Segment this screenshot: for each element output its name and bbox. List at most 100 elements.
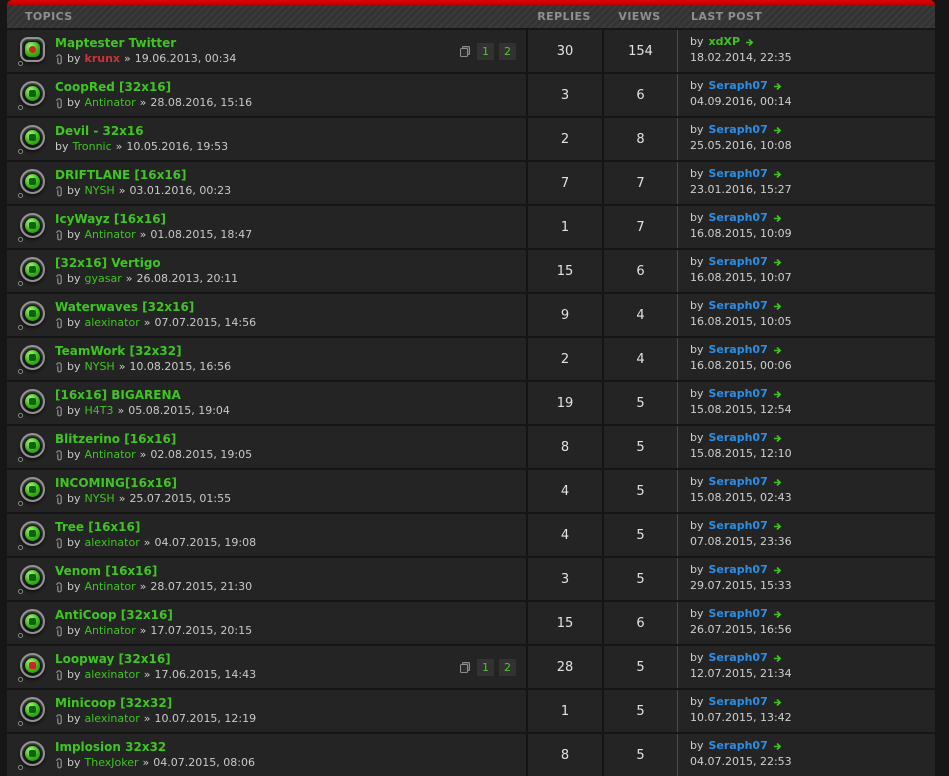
goto-last-post-icon[interactable] <box>773 258 783 267</box>
views-count: 7 <box>602 206 677 248</box>
goto-last-post-icon[interactable] <box>773 302 783 311</box>
topic-title-link[interactable]: AntiCoop [32x16] <box>55 608 173 622</box>
green-orb-icon <box>20 37 45 62</box>
goto-last-post-icon[interactable] <box>773 566 783 575</box>
goto-last-post-icon[interactable] <box>745 38 755 47</box>
topic-author-link[interactable]: alexinator <box>84 536 140 549</box>
topic-author-link[interactable]: alexinator <box>84 316 140 329</box>
topic-author-link[interactable]: alexinator <box>84 712 140 725</box>
goto-last-post-icon[interactable] <box>773 698 783 707</box>
goto-last-post-icon[interactable] <box>773 610 783 619</box>
topic-title-link[interactable]: Tree [16x16] <box>55 520 141 534</box>
topic-status-icon <box>17 255 55 287</box>
last-post-author-link[interactable]: Seraph07 <box>708 607 768 620</box>
last-post-author-link[interactable]: Seraph07 <box>708 167 768 180</box>
topic-author-link[interactable]: NYSH <box>84 492 115 505</box>
last-post-author-link[interactable]: xdXP <box>708 35 741 48</box>
separator-glyph: » <box>139 228 147 241</box>
by-label: by <box>690 35 704 48</box>
goto-last-post-icon[interactable] <box>773 742 783 751</box>
by-label: by <box>690 651 704 664</box>
topic-title-link[interactable]: Waterwaves [32x16] <box>55 300 195 314</box>
topic-byline: by Antinator » 01.08.2015, 18:47 <box>55 228 526 242</box>
topic-author-link[interactable]: alexinator <box>84 668 140 681</box>
topic-title-link[interactable]: Venom [16x16] <box>55 564 158 578</box>
topic-status-icon <box>17 343 55 375</box>
topic-row: Minicoop [32x32] by alexinator » 10.07.2… <box>7 690 935 732</box>
topic-author-link[interactable]: Antinator <box>84 580 136 593</box>
last-post-cell: by Seraph07 26.07.2015, 16:56 <box>677 602 935 644</box>
topic-author-link[interactable]: Antinator <box>84 448 136 461</box>
topic-title-link[interactable]: TeamWork [32x32] <box>55 344 182 358</box>
last-post-author-link[interactable]: Seraph07 <box>708 739 768 752</box>
topic-author-link[interactable]: NYSH <box>84 184 115 197</box>
topic-title-link[interactable]: IcyWayz [16x16] <box>55 212 167 226</box>
last-post-author-link[interactable]: Seraph07 <box>708 651 768 664</box>
last-post-author-link[interactable]: Seraph07 <box>708 299 768 312</box>
goto-last-post-icon[interactable] <box>773 214 783 223</box>
topic-post-date: 10.05.2016, 19:53 <box>126 140 229 153</box>
last-post-author-link[interactable]: Seraph07 <box>708 695 768 708</box>
goto-last-post-icon[interactable] <box>773 478 783 487</box>
green-orb-icon <box>20 477 45 502</box>
topic-author-link[interactable]: Tronnic <box>72 140 112 153</box>
last-post-author-link[interactable]: Seraph07 <box>708 387 768 400</box>
goto-last-post-icon[interactable] <box>773 522 783 531</box>
goto-last-post-icon[interactable] <box>773 654 783 663</box>
topic-title-link[interactable]: DRIFTLANE [16x16] <box>55 168 187 182</box>
by-label: by <box>67 536 81 549</box>
topic-author-link[interactable]: Antinator <box>84 228 136 241</box>
topic-byline: by gyasar » 26.08.2013, 20:11 <box>55 272 526 286</box>
topic-author-link[interactable]: ThexJoker <box>84 756 139 769</box>
topic-title-link[interactable]: [32x16] Vertigo <box>55 256 161 270</box>
topic-title-link[interactable]: Blitzerino [16x16] <box>55 432 177 446</box>
page-number-button[interactable]: 1 <box>477 658 494 676</box>
last-post-author-link[interactable]: Seraph07 <box>708 431 768 444</box>
replies-count: 15 <box>526 250 602 292</box>
goto-last-post-icon[interactable] <box>773 82 783 91</box>
last-post-author-link[interactable]: Seraph07 <box>708 563 768 576</box>
topic-author-link[interactable]: Antinator <box>84 96 136 109</box>
last-post-author-link[interactable]: Seraph07 <box>708 211 768 224</box>
goto-last-post-icon[interactable] <box>773 434 783 443</box>
topic-post-date: 26.08.2013, 20:11 <box>136 272 239 285</box>
topic-title-link[interactable]: Maptester Twitter <box>55 36 177 50</box>
topic-title-link[interactable]: Implosion 32x32 <box>55 740 167 754</box>
last-post-cell: by Seraph07 04.07.2015, 22:53 <box>677 734 935 776</box>
topic-author-link[interactable]: Antinator <box>84 624 136 637</box>
goto-last-post-icon[interactable] <box>773 126 783 135</box>
topic-cell: Venom [16x16] by Antinator » 28.07.2015,… <box>7 558 526 600</box>
by-label: by <box>67 52 81 65</box>
topic-status-icon <box>17 695 55 727</box>
topic-title-link[interactable]: Minicoop [32x32] <box>55 696 173 710</box>
topic-author-link[interactable]: NYSH <box>84 360 115 373</box>
replies-count: 7 <box>526 162 602 204</box>
goto-last-post-icon[interactable] <box>773 170 783 179</box>
replies-count: 28 <box>526 646 602 688</box>
topic-author-link[interactable]: krunx <box>84 52 121 65</box>
topic-title-link[interactable]: INCOMING[16x16] <box>55 476 177 490</box>
topic-title-link[interactable]: [16x16] BIGARENA <box>55 388 181 402</box>
topic-author-link[interactable]: H4T3 <box>84 404 114 417</box>
topic-title-link[interactable]: Loopway [32x16] <box>55 652 171 666</box>
last-post-author-link[interactable]: Seraph07 <box>708 343 768 356</box>
topic-author-link[interactable]: gyasar <box>84 272 122 285</box>
views-count: 5 <box>602 690 677 732</box>
page-number-button[interactable]: 1 <box>477 42 494 60</box>
last-post-author-link[interactable]: Seraph07 <box>708 255 768 268</box>
topic-title-link[interactable]: CoopRed [32x16] <box>55 80 172 94</box>
topic-cell: TeamWork [32x32] by NYSH » 10.08.2015, 1… <box>7 338 526 380</box>
separator-glyph: » <box>143 712 151 725</box>
page-number-button[interactable]: 2 <box>499 658 516 676</box>
views-count: 5 <box>602 734 677 776</box>
page-number-button[interactable]: 2 <box>499 42 516 60</box>
last-post-cell: by Seraph07 15.08.2015, 02:43 <box>677 470 935 512</box>
separator-glyph: » <box>139 448 147 461</box>
last-post-author-link[interactable]: Seraph07 <box>708 79 768 92</box>
last-post-author-link[interactable]: Seraph07 <box>708 123 768 136</box>
goto-last-post-icon[interactable] <box>773 390 783 399</box>
goto-last-post-icon[interactable] <box>773 346 783 355</box>
last-post-author-link[interactable]: Seraph07 <box>708 475 768 488</box>
last-post-author-link[interactable]: Seraph07 <box>708 519 768 532</box>
topic-title-link[interactable]: Devil - 32x16 <box>55 124 144 138</box>
